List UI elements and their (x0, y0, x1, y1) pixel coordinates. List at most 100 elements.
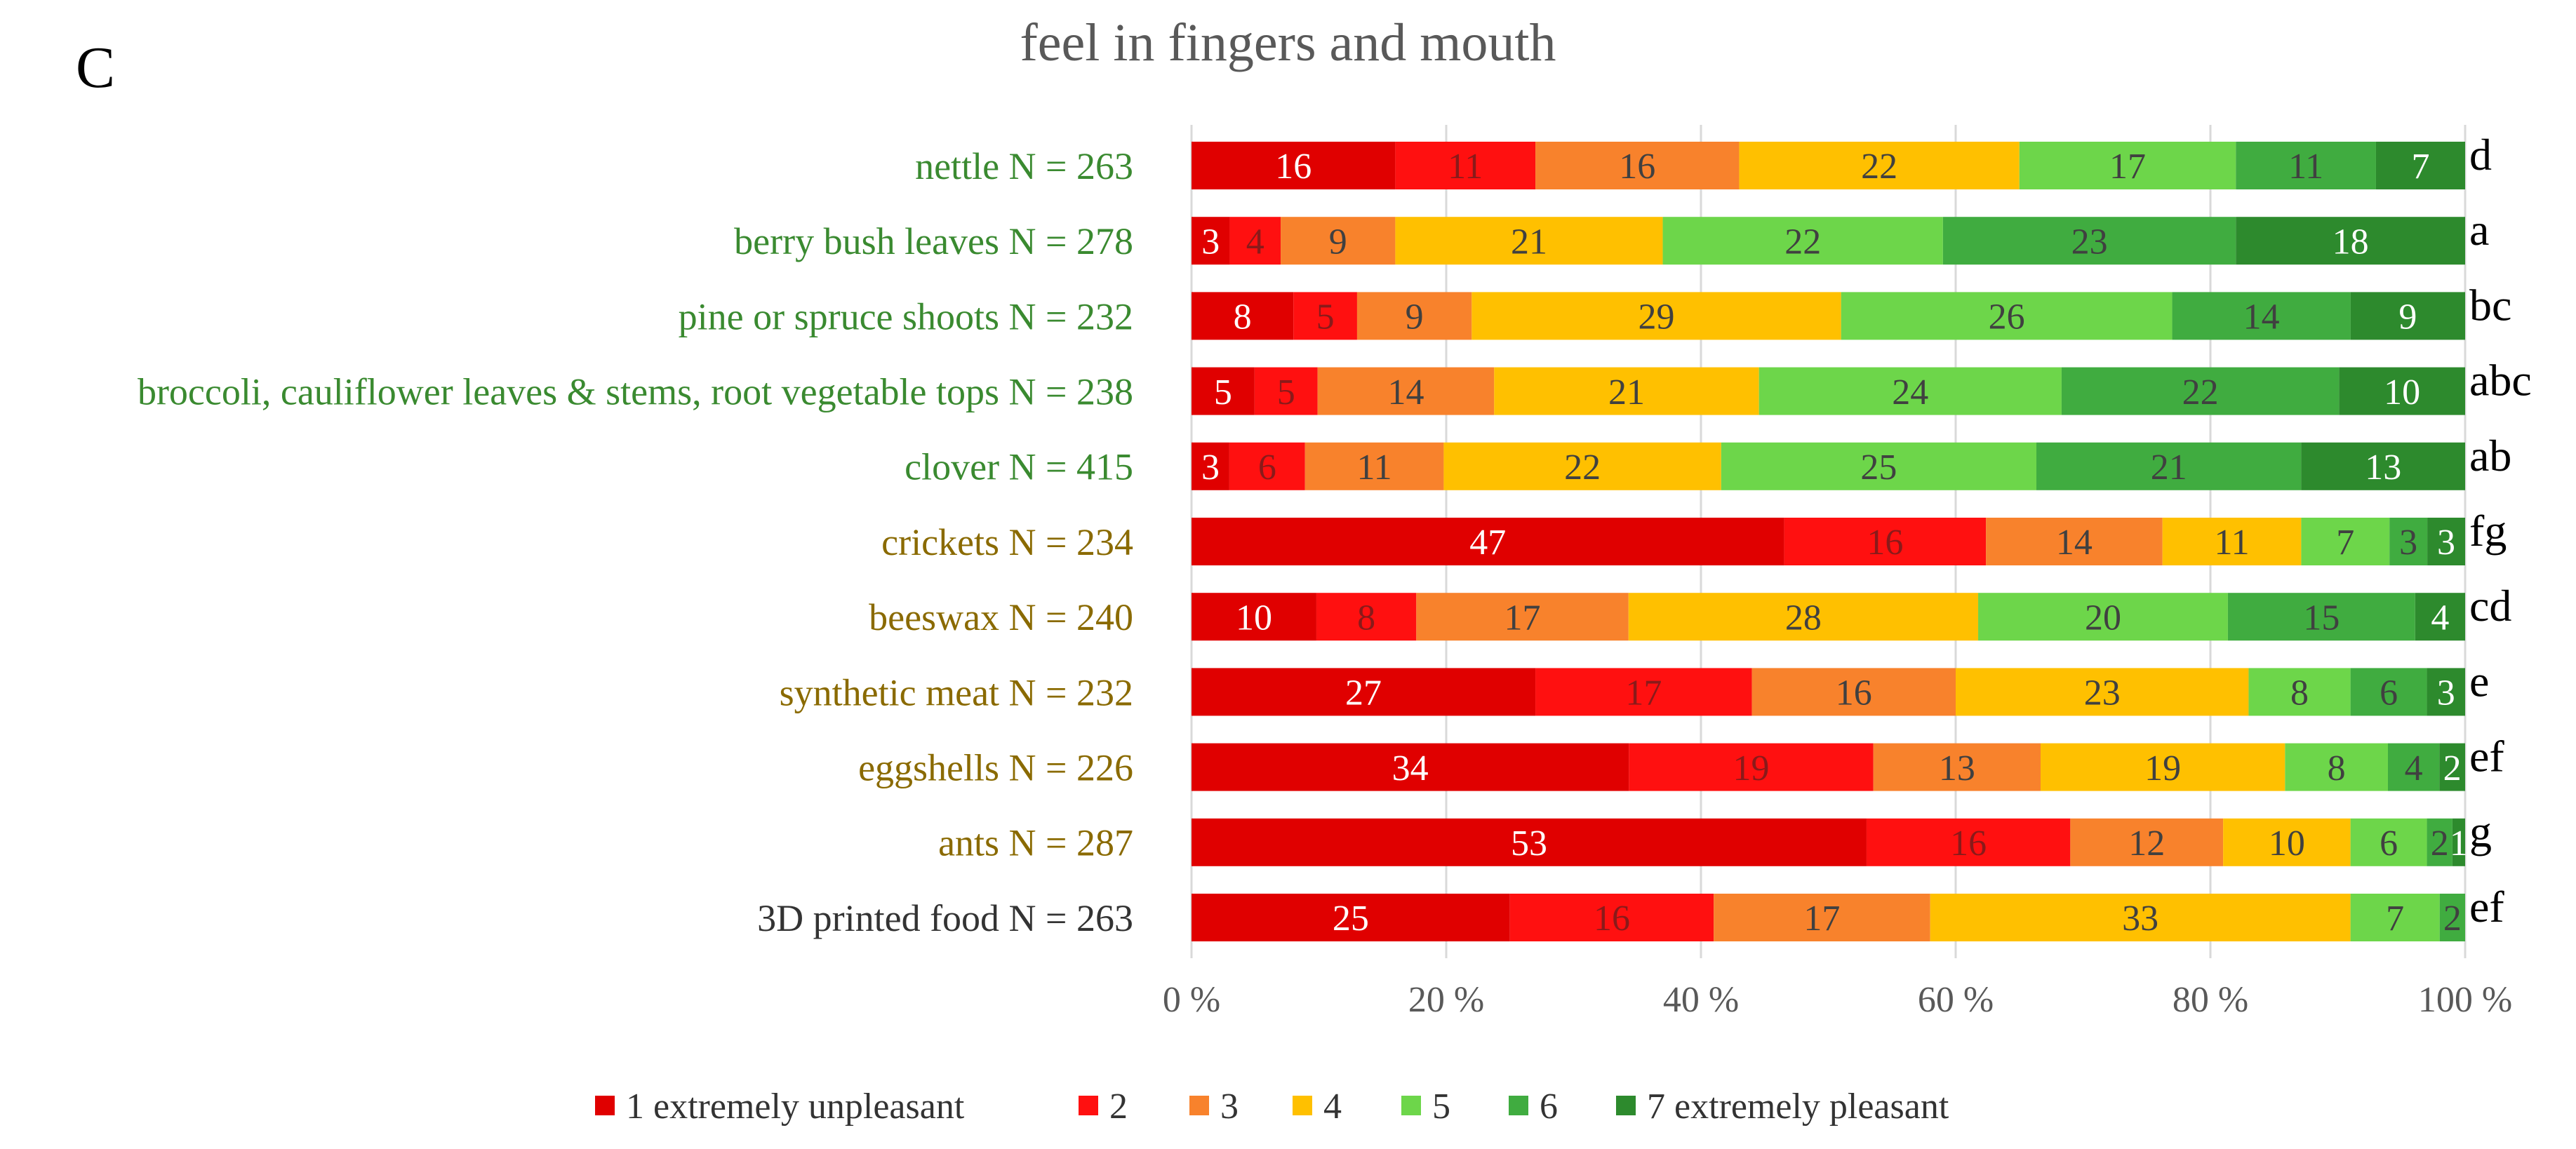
bars: 16 11 16 22 17 11 73 4 9 21 22 23 188 5 9 29 26 14 95 5 14 21… (1192, 142, 2468, 941)
bar-value-label: 22 (2182, 372, 2219, 412)
bar-segment (1281, 217, 1396, 265)
bar-segment (2350, 668, 2427, 716)
bar-value-label: 10 (2269, 824, 2305, 864)
bar-segment (1192, 142, 1396, 189)
bar-value-label: 3 (2399, 523, 2417, 563)
bar-value-label: 14 (1387, 372, 1424, 412)
bar-value-label: 7 (2386, 899, 2404, 939)
bar-segment (1192, 593, 1316, 641)
bar-value-label: 17 (1803, 899, 1840, 939)
bar-segment (2350, 894, 2440, 941)
bar-segment (1494, 367, 1759, 415)
bar-segment (1628, 593, 1979, 641)
bar-value-label: 2 (2443, 899, 2462, 939)
bar-value-label: 53 (1511, 824, 1547, 864)
bar-value-label: 9 (1329, 222, 1347, 262)
bar-segment (2439, 894, 2465, 941)
significance-letter: e (2469, 656, 2489, 706)
bar-value-label: 22 (1784, 222, 1821, 262)
significance-letter: bc (2469, 280, 2511, 330)
bar-value-label: 3 (1201, 448, 1220, 488)
bar-segment (1192, 743, 1629, 791)
bar-segment (1395, 217, 1663, 265)
bar-value-label: 16 (1594, 899, 1630, 939)
bar-segment (1356, 292, 1472, 340)
bar-segment (1535, 668, 1752, 716)
bar-value-label: 17 (1625, 673, 1662, 713)
legend-label: 3 (1220, 1087, 1239, 1127)
category-label: pine or spruce shoots N = 232 (679, 295, 1133, 337)
bar-value-label: 11 (1357, 448, 1392, 488)
bar-value-label: 47 (1469, 523, 1506, 563)
bar-value-label: 10 (1236, 598, 1272, 638)
bar-value-label: 7 (2336, 523, 2354, 563)
x-tick-label: 80 % (2173, 980, 2248, 1020)
category-label: 3D printed food N = 263 (757, 897, 1133, 939)
x-axis-ticks: 0 % 20 % 40 % 60 % 80 % 100 % (1163, 980, 2512, 1020)
bar-segment (1304, 442, 1444, 490)
bar-value-label: 20 (2085, 598, 2121, 638)
legend-label: 1 extremely unpleasant (626, 1087, 965, 1127)
bar-segment (1535, 142, 1740, 189)
bar-value-label: 23 (2071, 222, 2108, 262)
bar-segment (2301, 442, 2465, 490)
bar-value-label: 4 (2431, 598, 2449, 638)
bar-value-label: 11 (1448, 147, 1483, 187)
bar-value-label: 1 (2450, 824, 2468, 864)
bar-value-label: 7 (2411, 147, 2429, 187)
bar-segment (1192, 442, 1229, 490)
bar-segment (2236, 217, 2465, 265)
bar-value-label: 18 (2333, 222, 2369, 262)
bar-value-label: 3 (1201, 222, 1220, 262)
bar-segment (1395, 142, 1536, 189)
bar-value-label: 25 (1860, 448, 1897, 488)
bar-segment (2227, 593, 2415, 641)
x-tick-label: 100 % (2418, 980, 2512, 1020)
significance-letter: d (2469, 130, 2492, 180)
category-label: berry bush leaves N = 278 (734, 220, 1133, 262)
bar-segment (1416, 593, 1629, 641)
legend-label: 6 (1540, 1087, 1558, 1127)
bar-value-label: 34 (1392, 748, 1429, 788)
legend-swatch (1616, 1096, 1636, 1115)
bar-segment (1254, 367, 1318, 415)
legend-label: 4 (1323, 1087, 1342, 1127)
bar-value-label: 23 (2084, 673, 2121, 713)
bar-segment (2236, 142, 2376, 189)
bar-value-label: 15 (2303, 598, 2340, 638)
bar-value-label: 11 (2288, 147, 2323, 187)
category-label: ants N = 287 (938, 822, 1133, 864)
bar-segment (2301, 518, 2390, 565)
legend-swatch (1293, 1096, 1312, 1115)
x-tick-label: 60 % (1918, 980, 1994, 1020)
bar-segment (2285, 743, 2388, 791)
bar-segment (1316, 593, 1417, 641)
bar-segment (1784, 518, 1987, 565)
bar-value-label: 11 (2215, 523, 2250, 563)
legend-swatch (595, 1096, 615, 1115)
bar-segment (1192, 518, 1784, 565)
panel-label: C (76, 35, 116, 100)
bar-segment (2070, 818, 2224, 866)
bar-value-label: 33 (2122, 899, 2158, 939)
category-labels: nettle N = 263 berry bush leaves N = 278 p… (138, 145, 1133, 939)
bar-segment (2415, 593, 2465, 641)
category-label: crickets N = 234 (881, 521, 1133, 563)
bar-value-label: 19 (1733, 748, 1770, 788)
bar-value-label: 8 (1234, 297, 1252, 337)
bar-value-label: 8 (2290, 673, 2309, 713)
bar-segment (2041, 743, 2285, 791)
legend-swatch (1189, 1096, 1209, 1115)
bar-value-label: 16 (1867, 523, 1903, 563)
bar-value-label: 9 (2398, 297, 2417, 337)
legend-swatch (1401, 1096, 1421, 1115)
bar-segment (2375, 142, 2465, 189)
bar-segment (1956, 668, 2249, 716)
bar-value-label: 24 (1892, 372, 1928, 412)
bar-segment (1192, 292, 1294, 340)
bar-segment (2248, 668, 2351, 716)
bar-value-label: 8 (2328, 748, 2346, 788)
bar-value-label: 25 (1333, 899, 1369, 939)
bar-segment (1759, 367, 2062, 415)
